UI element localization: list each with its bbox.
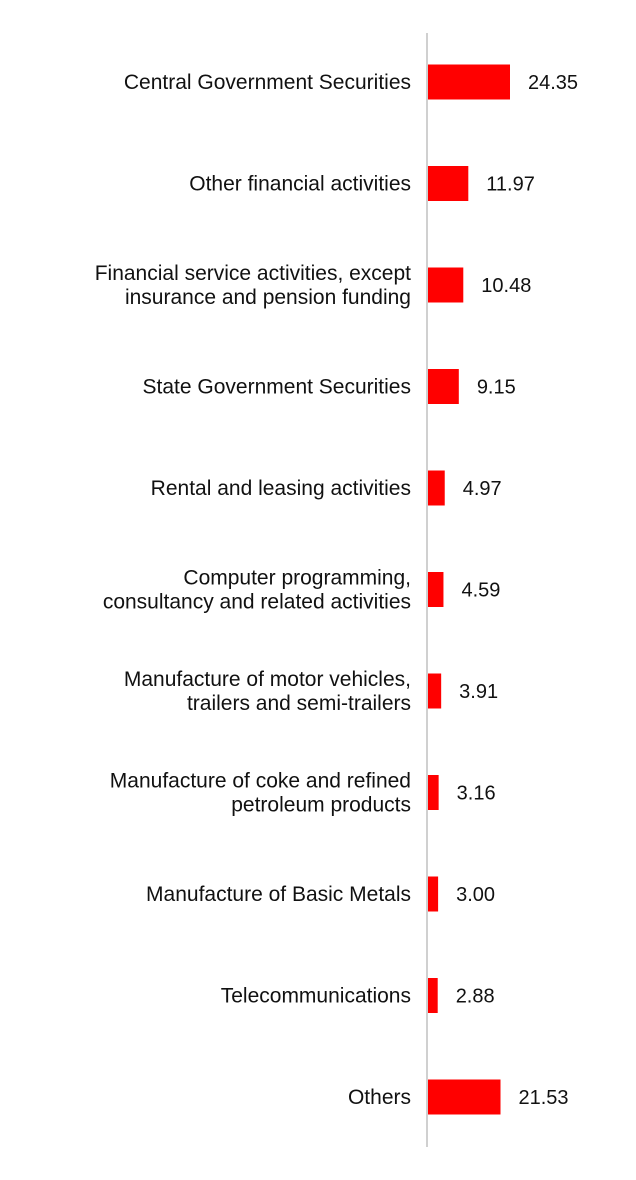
category-label-8-line-2: petroleum products — [231, 794, 411, 817]
category-label-8-line-1: Manufacture of coke and refined — [110, 770, 411, 793]
category-label-3-line-2: insurance and pension funding — [125, 286, 411, 309]
bar-9 — [428, 876, 439, 912]
category-label-5: Rental and leasing activities — [151, 477, 411, 500]
category-label-1: Central Government Securities — [124, 71, 411, 94]
category-label-6-line-1: Computer programming, — [183, 567, 411, 590]
category-label-2: Other financial activities — [189, 173, 411, 196]
bar-6 — [428, 572, 444, 607]
value-label-10: 2.88 — [456, 986, 495, 1008]
category-label-11: Others — [348, 1086, 411, 1109]
category-label-6-line-2: consultancy and related activities — [103, 591, 411, 614]
value-label-9: 3.00 — [456, 884, 495, 906]
bar-7 — [428, 673, 442, 709]
value-label-1: 24.35 — [528, 72, 578, 94]
bar-5 — [428, 470, 445, 506]
bar-2 — [428, 166, 469, 201]
category-label-7-line-1: Manufacture of motor vehicles, — [124, 668, 411, 691]
value-label-8: 3.16 — [457, 783, 496, 805]
category-label-4: State Government Securities — [143, 376, 411, 399]
bar-1 — [428, 64, 510, 100]
bars-group — [428, 64, 510, 1115]
value-label-2: 11.97 — [486, 174, 535, 196]
bar-4 — [428, 369, 459, 404]
category-labels-group: Central Government Securities Other finan… — [95, 71, 411, 1109]
value-label-11: 21.53 — [519, 1087, 569, 1109]
bar-11 — [428, 1079, 501, 1115]
value-label-6: 4.59 — [461, 580, 500, 602]
value-label-5: 4.97 — [463, 478, 502, 500]
value-label-3: 10.48 — [481, 275, 531, 297]
category-label-10: Telecommunications — [221, 985, 411, 1008]
category-label-7-line-2: trailers and semi-trailers — [187, 692, 411, 715]
category-label-3-line-1: Financial service activities, except — [95, 262, 411, 285]
value-label-7: 3.91 — [459, 681, 498, 703]
bar-3 — [428, 267, 464, 303]
bar-10 — [428, 978, 438, 1013]
value-labels-group: 24.35 11.97 10.48 9.15 4.97 4.59 3.91 3.16 3.00 2… — [456, 72, 578, 1109]
category-label-9: Manufacture of Basic Metals — [146, 883, 411, 906]
value-label-4: 9.15 — [477, 377, 516, 399]
bar-8 — [428, 775, 439, 810]
